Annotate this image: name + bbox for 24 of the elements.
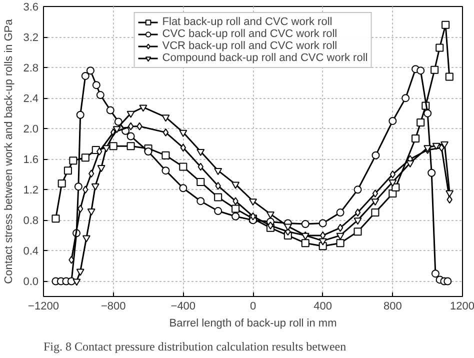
y-tick-label: 1.6 [23,154,39,166]
x-tick-label: −1200 [28,300,59,312]
x-tick-label: 400 [314,300,332,312]
y-tick-label: 0.4 [23,246,39,258]
y-tick-label: 0.0 [23,276,39,288]
x-tick-label: −800 [100,300,126,312]
caption: Fig. 8 Contact pressure distribution calculation results between [44,340,346,354]
x-tick-label: 1200 [450,300,474,312]
y-tick-label: 1.2 [23,184,39,197]
y-tick-label: 0.8 [23,215,39,228]
y-tick-label: 3.6 [23,2,39,14]
legend-label: CVC back-up roll and CVC work roll [162,28,338,40]
legend-label: VCR back-up roll and CVC work roll [162,40,338,52]
x-axis-title: Barrel length of back-up roll in mm [169,318,337,330]
y-axis-title: Contact stress between work and back-up rolls in GPa [3,18,16,284]
legend-label: Flat back-up roll and CVC work roll [162,16,332,28]
y-tick-label: 2.4 [23,93,39,106]
x-tick-label: 0 [250,300,256,312]
y-tick-label: 3.2 [23,32,39,44]
y-tick-label: 2.8 [23,62,39,75]
x-tick-label: −400 [170,300,196,312]
x-tick-label: 800 [383,300,402,312]
legend-label: Compound back-up roll and CVC work roll [162,52,368,64]
y-tick-label: 2.0 [23,124,39,136]
